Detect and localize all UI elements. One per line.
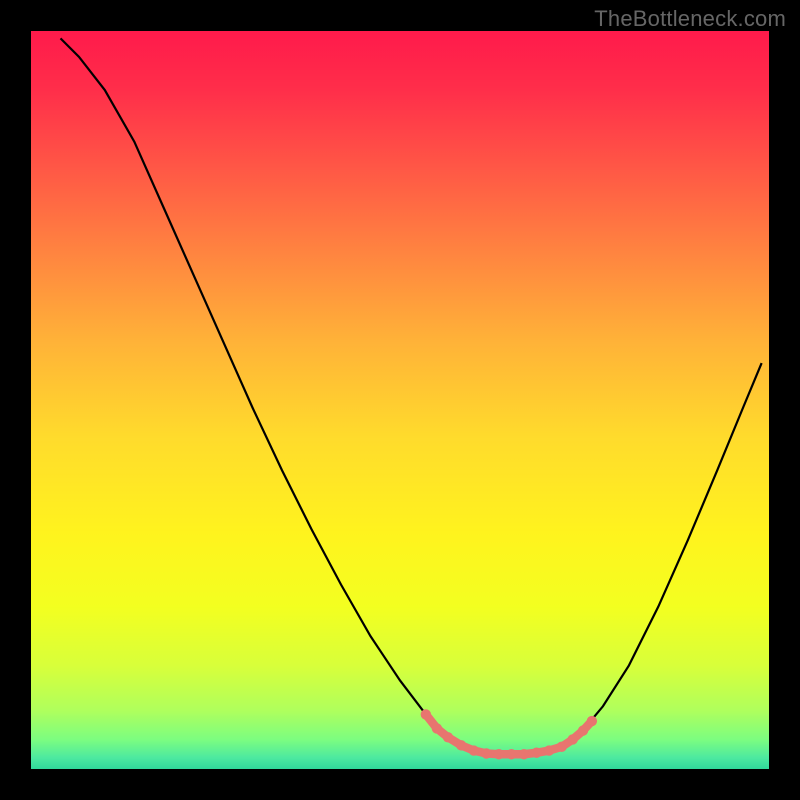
marker-dot xyxy=(519,749,529,759)
gradient-background xyxy=(31,31,769,769)
marker-dot xyxy=(469,745,479,755)
marker-dot xyxy=(567,734,577,744)
marker-dot xyxy=(494,749,504,759)
marker-dot xyxy=(432,723,442,733)
marker-dot xyxy=(456,740,466,750)
marker-dot xyxy=(587,716,597,726)
marker-dot xyxy=(531,748,541,758)
marker-dot xyxy=(544,745,554,755)
watermark-text: TheBottleneck.com xyxy=(594,6,786,32)
marker-dot xyxy=(506,749,516,759)
marker-dot xyxy=(443,732,453,742)
marker-dot xyxy=(578,725,588,735)
marker-dot xyxy=(481,748,491,758)
plot-svg xyxy=(31,31,769,769)
plot-area xyxy=(31,31,769,769)
marker-dot xyxy=(421,709,431,719)
marker-dot xyxy=(556,742,566,752)
